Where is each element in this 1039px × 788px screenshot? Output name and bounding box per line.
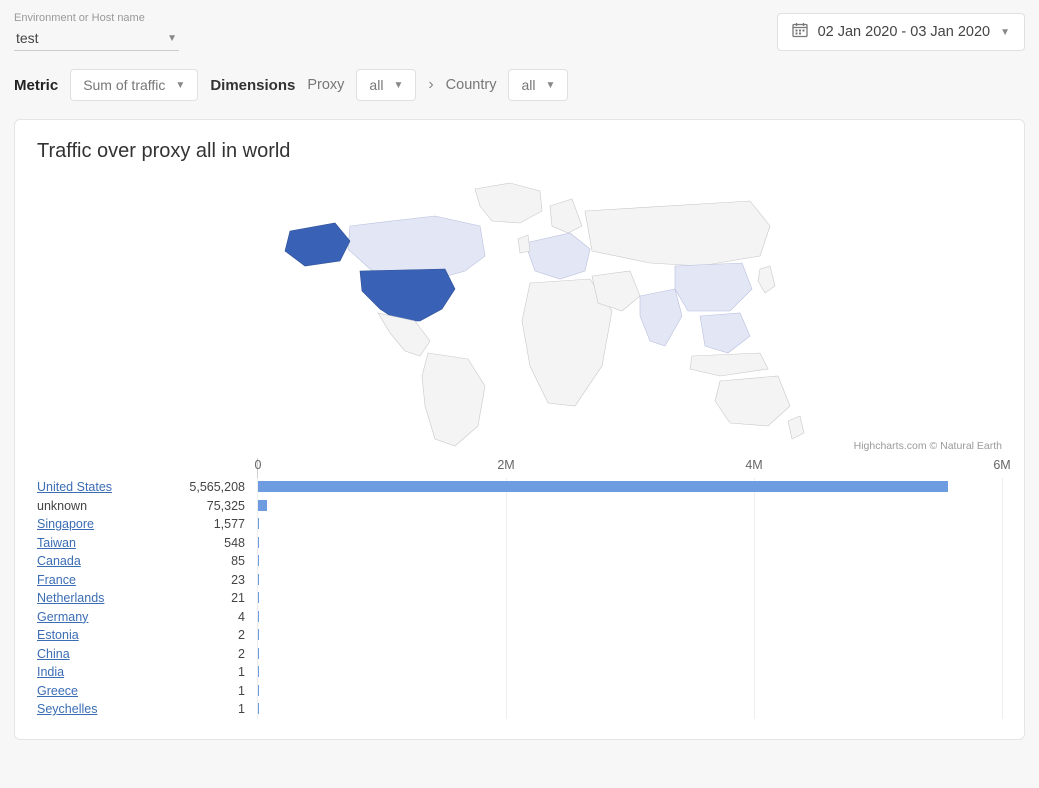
bar-track (257, 534, 1002, 553)
traffic-bar-chart: 02M4M6M United States5,565,208unknown75,… (37, 458, 1002, 719)
chart-x-axis: 02M4M6M (257, 458, 1002, 478)
metric-value: Sum of traffic (83, 77, 165, 93)
table-row: Greece1 (37, 682, 1002, 701)
bar (258, 574, 259, 585)
bar (258, 537, 259, 548)
table-row: France23 (37, 571, 1002, 590)
bar-track (257, 515, 1002, 534)
country-link[interactable]: Seychelles (37, 702, 177, 716)
traffic-value: 2 (177, 647, 257, 661)
bar-track (257, 552, 1002, 571)
country-link[interactable]: Taiwan (37, 536, 177, 550)
table-row: Germany4 (37, 608, 1002, 627)
world-map (37, 171, 1002, 454)
chevron-right-icon: › (428, 76, 433, 94)
chevron-down-icon: ▼ (393, 80, 403, 91)
bar (258, 648, 259, 659)
traffic-value: 1 (177, 665, 257, 679)
bar (258, 592, 259, 603)
traffic-value: 548 (177, 536, 257, 550)
traffic-value: 23 (177, 573, 257, 587)
dimensions-label: Dimensions (210, 77, 295, 94)
bar (258, 500, 267, 511)
traffic-value: 2 (177, 628, 257, 642)
table-row: China2 (37, 645, 1002, 664)
table-row: Canada85 (37, 552, 1002, 571)
country-link[interactable]: Greece (37, 684, 177, 698)
country-value: all (521, 77, 535, 93)
environment-select[interactable]: Environment or Host name test ▼ (14, 12, 179, 51)
traffic-value: 75,325 (177, 499, 257, 513)
bar-track (257, 645, 1002, 664)
metric-label: Metric (14, 77, 58, 94)
bar-track (257, 626, 1002, 645)
environment-label: Environment or Host name (14, 12, 179, 24)
table-row: Seychelles1 (37, 700, 1002, 719)
metric-dropdown[interactable]: Sum of traffic ▼ (70, 69, 198, 101)
bar-track (257, 497, 1002, 516)
chevron-down-icon: ▼ (545, 80, 555, 91)
bar-track (257, 608, 1002, 627)
traffic-value: 1 (177, 684, 257, 698)
axis-tick-label: 0 (255, 458, 262, 472)
bar-track (257, 571, 1002, 590)
country-label: Country (446, 77, 497, 93)
bar-track (257, 589, 1002, 608)
traffic-card: Traffic over proxy all in world (14, 119, 1025, 740)
axis-tick-label: 2M (497, 458, 514, 472)
bar-track (257, 700, 1002, 719)
bar (258, 518, 259, 529)
axis-tick-label: 4M (745, 458, 762, 472)
country-link[interactable]: India (37, 665, 177, 679)
country-link[interactable]: Estonia (37, 628, 177, 642)
proxy-label: Proxy (307, 77, 344, 93)
chevron-down-icon: ▼ (1000, 27, 1010, 38)
bar (258, 666, 259, 677)
traffic-value: 1 (177, 702, 257, 716)
bar (258, 703, 259, 714)
country-link[interactable]: Germany (37, 610, 177, 624)
bar-track (257, 478, 1002, 497)
axis-tick-label: 6M (993, 458, 1010, 472)
chevron-down-icon: ▼ (167, 33, 177, 44)
bar-track (257, 682, 1002, 701)
chevron-down-icon: ▼ (175, 80, 185, 91)
traffic-value: 1,577 (177, 517, 257, 531)
country-link[interactable]: France (37, 573, 177, 587)
calendar-icon (792, 22, 808, 42)
proxy-dropdown[interactable]: all ▼ (356, 69, 416, 101)
date-range-picker[interactable]: 02 Jan 2020 - 03 Jan 2020 ▼ (777, 13, 1025, 51)
country-link[interactable]: China (37, 647, 177, 661)
country-link[interactable]: Canada (37, 554, 177, 568)
bar (258, 481, 948, 492)
bar (258, 611, 259, 622)
traffic-value: 4 (177, 610, 257, 624)
date-range-text: 02 Jan 2020 - 03 Jan 2020 (818, 24, 991, 40)
table-row: Netherlands21 (37, 589, 1002, 608)
table-row: India1 (37, 663, 1002, 682)
table-row: United States5,565,208 (37, 478, 1002, 497)
table-row: Singapore1,577 (37, 515, 1002, 534)
country-link: unknown (37, 499, 177, 513)
traffic-value: 21 (177, 591, 257, 605)
table-row: Taiwan548 (37, 534, 1002, 553)
traffic-value: 5,565,208 (177, 480, 257, 494)
traffic-value: 85 (177, 554, 257, 568)
bar (258, 629, 259, 640)
country-link[interactable]: United States (37, 480, 177, 494)
environment-value: test (16, 30, 39, 46)
table-row: Estonia2 (37, 626, 1002, 645)
bar (258, 555, 259, 566)
bar (258, 685, 259, 696)
proxy-value: all (369, 77, 383, 93)
card-title: Traffic over proxy all in world (37, 140, 1002, 163)
country-link[interactable]: Netherlands (37, 591, 177, 605)
country-link[interactable]: Singapore (37, 517, 177, 531)
bar-track (257, 663, 1002, 682)
country-dropdown[interactable]: all ▼ (508, 69, 568, 101)
table-row: unknown75,325 (37, 497, 1002, 516)
